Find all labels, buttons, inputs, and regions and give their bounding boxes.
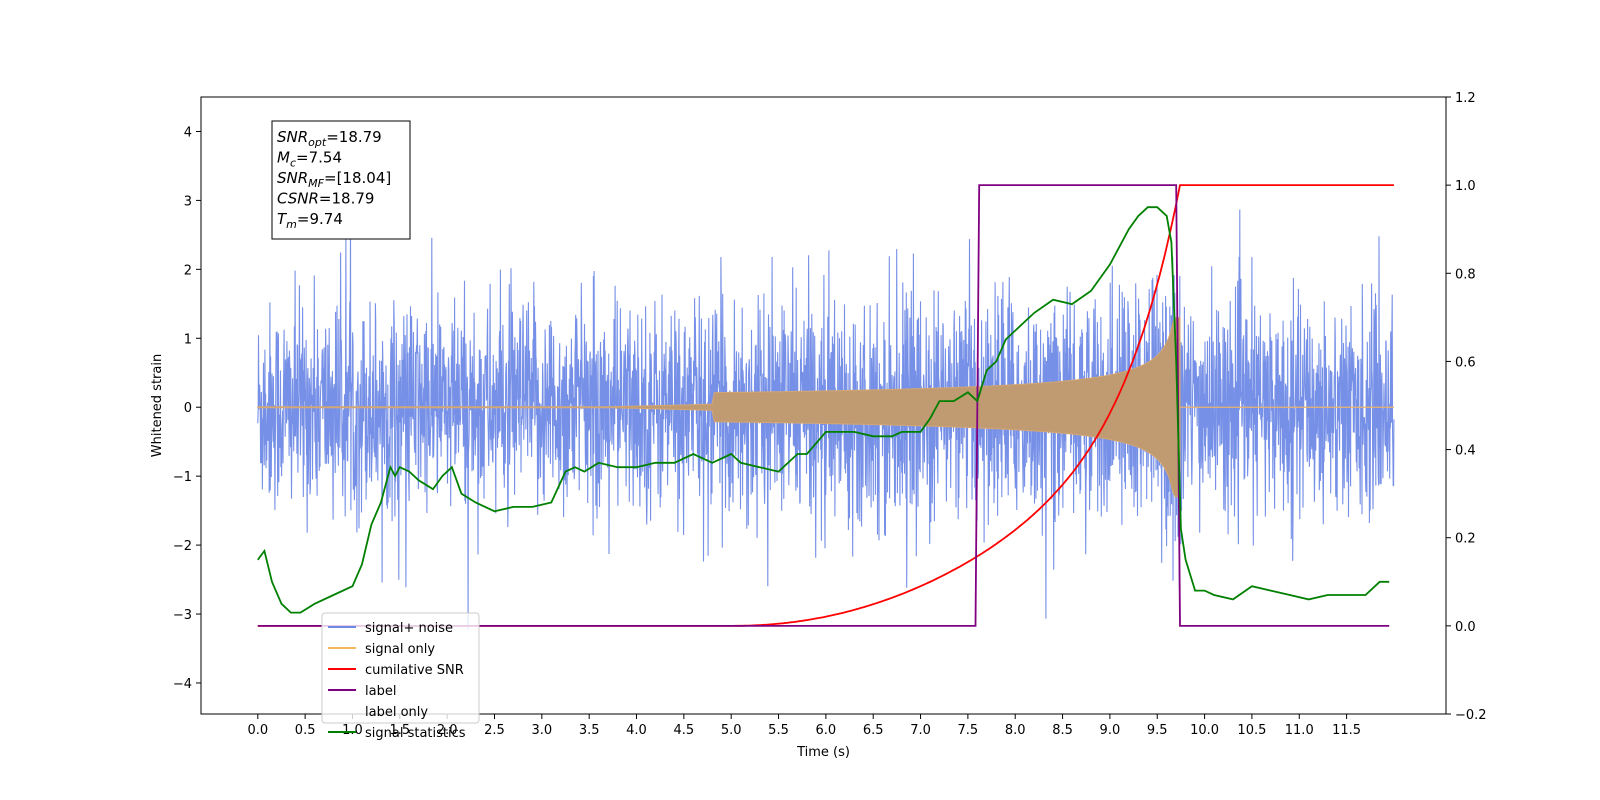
- legend: signal+ noise signal only cumilative SNR la…: [321, 612, 480, 741]
- x-tick-label: 3.0: [531, 723, 552, 738]
- y2-tick-label: 1.0: [1455, 179, 1476, 194]
- legend-label: signal+ noise: [365, 621, 453, 636]
- legend-frame: [321, 612, 480, 724]
- legend-label: label only: [365, 705, 428, 720]
- x-tick-label: 1.0: [342, 723, 363, 738]
- x-tick-label: 8.5: [1052, 723, 1073, 738]
- x-tick-label: 9.5: [1147, 723, 1168, 738]
- plot-frame: [200, 96, 1447, 715]
- x-tick-label: 0.5: [295, 723, 316, 738]
- annotation-tm: Tm=9.74: [277, 210, 343, 231]
- x-tick-label: 2.5: [484, 723, 505, 738]
- x-tick-label: 6.5: [863, 723, 884, 738]
- x-tick-label: 1.5: [389, 723, 410, 738]
- y2-tick-label: 0.6: [1455, 355, 1476, 370]
- annotation-snr-mf: SNRMF=[18.04]: [277, 169, 391, 190]
- y-tick-label: −2: [173, 539, 192, 554]
- x-tick-label: 6.0: [816, 723, 837, 738]
- legend-label: label: [365, 684, 396, 699]
- y-tick-label: −4: [173, 677, 192, 692]
- x-tick-label: 10.5: [1237, 723, 1266, 738]
- y2-tick-label: 0.0: [1455, 620, 1476, 635]
- series-signal-noise: [257, 209, 1395, 630]
- annotation-snr-opt: SNRopt=18.79: [277, 128, 382, 149]
- x-tick-label: 11.0: [1285, 723, 1314, 738]
- x-tick-label: 2.0: [437, 723, 458, 738]
- x-tick-label: 7.0: [910, 723, 931, 738]
- annotation-box: SNRopt=18.79Mc=7.54SNRMF=[18.04]CSNR=18.…: [271, 120, 411, 240]
- y-tick-label: 3: [184, 194, 192, 209]
- x-axis-ticks: 0.0 0.5 1.0 1.5 2.0 2.5 3.0 3.5 4.0 4.5 5.0 5.5 6.0 6…: [247, 714, 1361, 738]
- y-axis-label: Whitened strain: [150, 354, 165, 457]
- x-tick-label: 4.0: [626, 723, 647, 738]
- annotation-csnr: CSNR=18.79: [277, 190, 374, 208]
- y-tick-label: 2: [184, 263, 192, 278]
- y-tick-label: 4: [184, 125, 192, 140]
- x-tick-label: 8.0: [1005, 723, 1026, 738]
- y-tick-label: 0: [184, 401, 192, 416]
- x-tick-label: 5.0: [721, 723, 742, 738]
- series-cumulative-snr: [731, 184, 1394, 627]
- annotation-mc: Mc=7.54: [277, 149, 342, 170]
- x-axis-label: Time (s): [796, 745, 850, 760]
- legend-label: signal statistics: [365, 726, 466, 741]
- x-tick-label: 5.5: [768, 723, 789, 738]
- x-tick-label: 10.0: [1190, 723, 1219, 738]
- y-tick-label: −1: [173, 470, 192, 485]
- x-tick-label: 0.0: [247, 723, 268, 738]
- y-tick-label: −3: [173, 608, 192, 623]
- y2-axis-ticks: 1.2 1.0 0.8 0.6 0.4 0.2 0.0 −0.2: [1446, 91, 1487, 723]
- legend-label: cumilative SNR: [365, 663, 464, 678]
- x-tick-label: 7.5: [958, 723, 979, 738]
- x-tick-label: 3.5: [579, 723, 600, 738]
- x-tick-label: 4.5: [674, 723, 695, 738]
- y-axis-ticks: 4 3 2 1 0 −1 −2 −3 −4: [173, 125, 201, 692]
- x-tick-label: 11.5: [1332, 723, 1361, 738]
- plot-area: [257, 184, 1395, 630]
- annotation-box-frame: [271, 120, 411, 240]
- y2-tick-label: −0.2: [1455, 708, 1487, 723]
- y2-tick-label: 1.2: [1455, 91, 1476, 106]
- x-tick-label: 9.0: [1100, 723, 1121, 738]
- y2-tick-label: 0.4: [1455, 444, 1476, 459]
- series-signal-statistics: [257, 206, 1390, 614]
- series-label: [257, 184, 1390, 627]
- legend-label: signal only: [365, 642, 435, 657]
- y2-tick-label: 0.2: [1455, 532, 1476, 547]
- y-tick-label: 1: [184, 332, 192, 347]
- y2-tick-label: 0.8: [1455, 267, 1476, 282]
